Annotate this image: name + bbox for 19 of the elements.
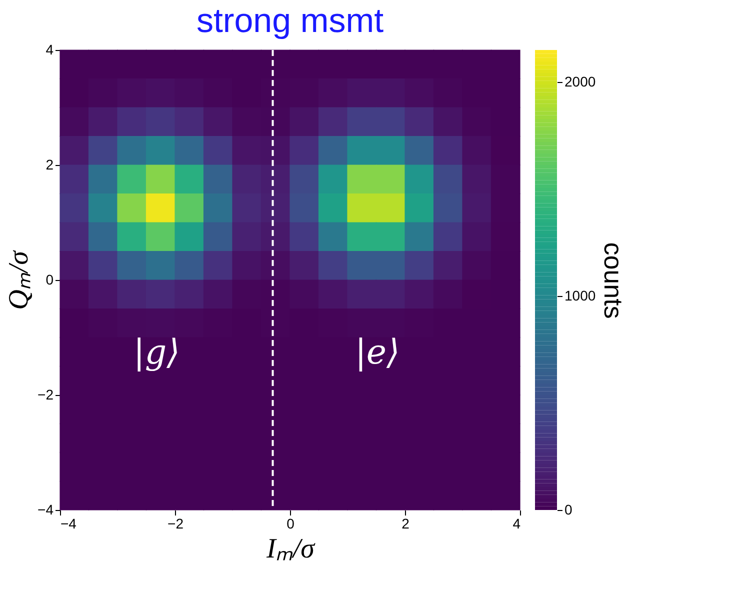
y-tick-label: 2 (46, 156, 54, 172)
chart-title: strong msmt (196, 2, 384, 40)
color-bar-label: 0 (564, 502, 572, 518)
x-tick-label: 4 (512, 516, 521, 532)
color-bar-label: 2000 (564, 74, 596, 90)
color-bar-label: 1000 (564, 288, 596, 304)
x-tick-label: −4 (60, 516, 77, 532)
annotation: |g⟩ (133, 332, 180, 373)
y-tick-label: −2 (38, 386, 54, 402)
x-tick-label: −2 (168, 516, 184, 532)
y-axis-title: Qₘ/σ (4, 250, 35, 310)
y-tick-label: −4 (38, 502, 54, 518)
annotation: |e⟩ (354, 332, 400, 373)
x-axis-title: Iₘ/σ (266, 534, 316, 564)
y-tick-label: 0 (46, 272, 54, 288)
x-tick-label: 2 (402, 516, 410, 532)
y-tick-label: 4 (46, 42, 54, 58)
color-bar-title: counts (598, 242, 629, 319)
x-tick-label: 0 (286, 516, 295, 532)
